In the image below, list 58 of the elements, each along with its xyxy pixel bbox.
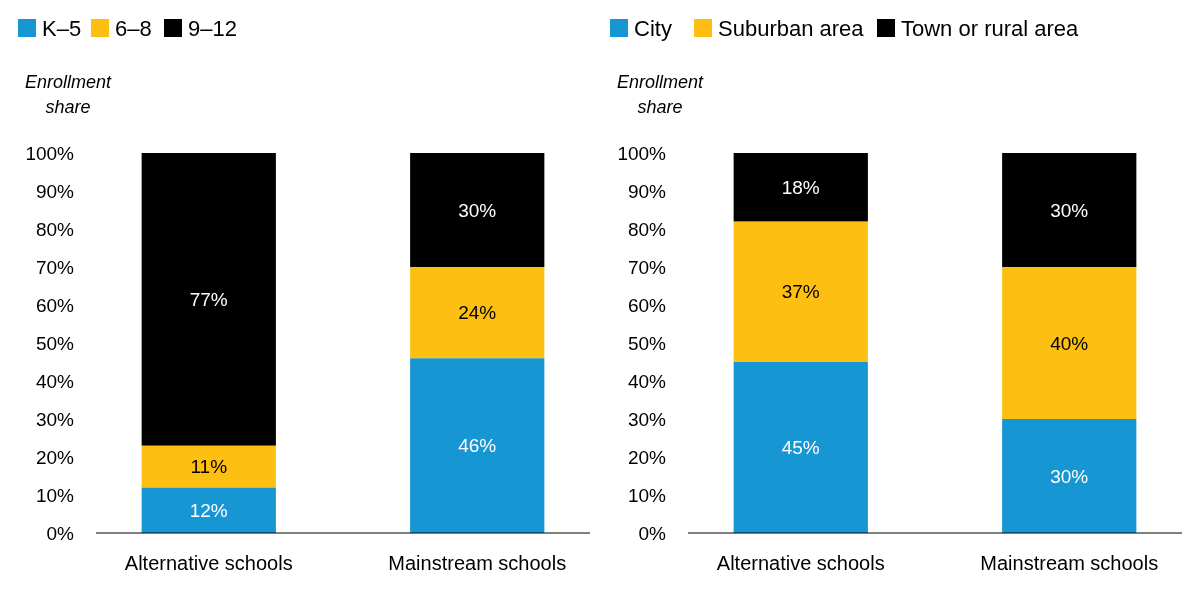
data-label: 30% — [1050, 465, 1089, 487]
y-tick-label: 0% — [46, 522, 75, 544]
bar — [733, 362, 868, 533]
y-axis-title: Enrollment share — [616, 72, 705, 117]
data-label: 11% — [190, 456, 228, 477]
y-tick-label: 70% — [35, 256, 75, 278]
y-tick-label: 100% — [617, 142, 667, 164]
legend-label: City — [634, 15, 672, 41]
bar — [733, 221, 868, 362]
legend-label: K–5 — [42, 15, 82, 41]
y-tick-label: 10% — [627, 484, 667, 506]
x-tick-label: Alternative schools — [716, 552, 885, 574]
bar — [141, 153, 276, 446]
y-tick-label: 20% — [35, 446, 75, 468]
data-label: 40% — [1050, 332, 1089, 354]
bar — [410, 153, 545, 267]
legend-label: Suburban area — [718, 15, 865, 41]
y-tick-label: 70% — [627, 256, 667, 278]
y-tick-label: 50% — [35, 332, 75, 354]
y-tick-label: 40% — [627, 370, 667, 392]
y-tick-label: 80% — [35, 218, 75, 240]
y-tick-label: 80% — [627, 218, 667, 240]
data-label: 12% — [189, 499, 228, 521]
data-label: 37% — [781, 281, 820, 303]
y-axis-title: Enrollment share — [24, 72, 113, 117]
x-tick-label: Alternative schools — [124, 552, 293, 574]
bar — [141, 445, 276, 488]
y-tick-label: 20% — [627, 446, 667, 468]
y-tick-label: 60% — [627, 294, 667, 316]
bar — [1002, 419, 1137, 533]
y-tick-label: 10% — [35, 484, 75, 506]
y-tick-label: 50% — [627, 332, 667, 354]
data-label: 18% — [781, 176, 820, 198]
bar — [141, 487, 276, 533]
y-tick-label: 90% — [627, 180, 667, 202]
data-label: 45% — [781, 437, 820, 458]
data-label: 30% — [1050, 199, 1089, 221]
bar — [1002, 153, 1137, 267]
x-tick-label: Mainstream schools — [388, 552, 567, 574]
bar — [1002, 267, 1137, 419]
bar — [410, 267, 545, 359]
y-tick-label: 30% — [627, 408, 667, 430]
x-tick-label: Mainstream schools — [980, 552, 1159, 574]
data-label: 77% — [189, 288, 228, 310]
bar — [733, 153, 868, 222]
legend-label: 6–8 — [115, 15, 152, 41]
legend-label: Town or rural area — [901, 15, 1080, 41]
legend-label: 9–12 — [188, 15, 237, 41]
data-label: 24% — [458, 302, 497, 324]
y-tick-label: 100% — [25, 142, 75, 164]
y-tick-label: 40% — [35, 370, 75, 392]
data-label: 30% — [458, 199, 497, 221]
data-label: 46% — [458, 435, 497, 457]
y-tick-label: 0% — [638, 522, 667, 544]
y-tick-label: 30% — [35, 408, 75, 430]
y-tick-label: 90% — [35, 180, 75, 202]
y-tick-label: 60% — [35, 294, 75, 316]
bar — [410, 358, 545, 533]
